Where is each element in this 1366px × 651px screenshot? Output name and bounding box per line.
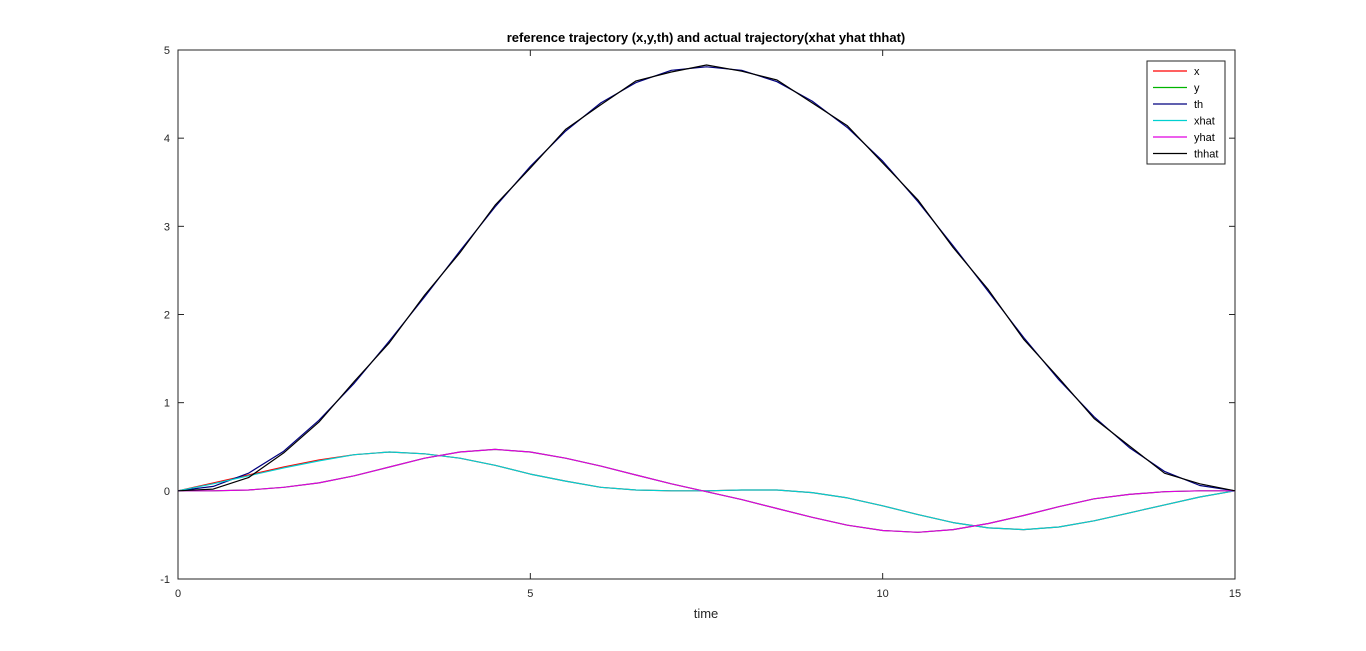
series-line-yhat (178, 448, 1235, 533)
axis-ticks: 0 5 10 15 -1 0 1 2 3 4 5 (160, 45, 1241, 600)
x-axis-label: time (694, 606, 719, 621)
y-tick-label: 3 (164, 221, 170, 233)
series-line-xhat (177, 451, 1236, 531)
series-line-th (177, 66, 1236, 492)
plot-area (177, 49, 1236, 580)
legend-label-thhat: thhat (1194, 149, 1218, 161)
legend-label-yhat: yhat (1194, 132, 1215, 144)
y-tick-label: 2 (164, 310, 170, 322)
legend: xy th xhat yhat thhat (1146, 60, 1226, 165)
legend-label-th: th (1194, 99, 1203, 111)
series-layer (177, 64, 1236, 533)
y-tick-label: 1 (164, 398, 170, 410)
x-tick-label: 5 (527, 588, 533, 600)
x-tick-label: 10 (877, 588, 889, 600)
legend-label-y: y (1194, 83, 1200, 95)
y-tick-label: 4 (164, 133, 170, 145)
legend-box (1146, 60, 1226, 165)
y-tick-label: 0 (164, 486, 170, 498)
y-tick-label: -1 (160, 574, 170, 586)
series-line-thhat (177, 64, 1236, 492)
y-tick-label: 5 (164, 45, 170, 57)
legend-label-xhat: xhat (1194, 116, 1215, 128)
x-tick-label: 15 (1229, 588, 1241, 600)
x-tick-label: 0 (175, 588, 181, 600)
legend-label-x: x (1194, 66, 1200, 78)
chart-title: reference trajectory (x,y,th) and actual… (507, 30, 906, 45)
